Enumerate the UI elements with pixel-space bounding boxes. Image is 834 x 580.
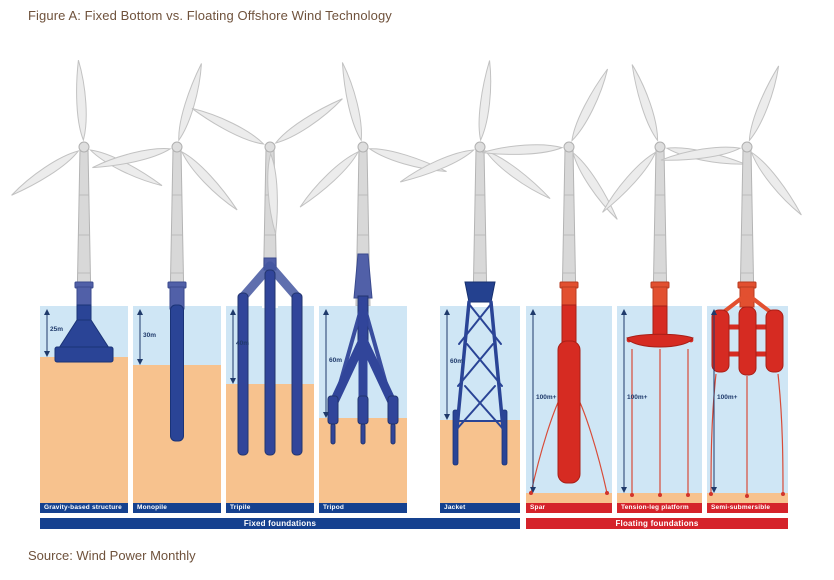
group-bar-fixed: Fixed foundations: [40, 518, 520, 529]
tlp-foundation: [626, 281, 694, 497]
panel-label-tripod: Tripod: [319, 503, 407, 513]
panel-label-tripile: Tripile: [226, 503, 314, 513]
turbine-jacket: [398, 54, 565, 307]
jacket-foundation: [452, 281, 508, 466]
depth-label-gravity: 25m: [50, 326, 64, 333]
panel-label-text: Semi-submersible: [711, 504, 771, 511]
tripile-foundation: [237, 257, 303, 456]
depth-arrows: [44, 309, 717, 493]
depth-label-semisub: 100m+: [717, 394, 738, 401]
turbine-tripile: [185, 33, 385, 307]
figure-title: Figure A: Fixed Bottom vs. Floating Offs…: [28, 8, 392, 23]
panel-label-gravity: Gravity-based structure: [40, 503, 128, 513]
group-bar-floating: Floating foundations: [526, 518, 788, 529]
depth-label-tripile: 40m: [236, 340, 250, 347]
tripod-foundation: [327, 253, 399, 445]
turbine-gravity: [0, 54, 165, 307]
gravity-foundation: [54, 281, 114, 363]
panel-label-text: Tripile: [230, 504, 251, 511]
panel-label-monopile: Monopile: [133, 503, 221, 513]
turbine-monopile: [89, 43, 274, 307]
turbine-spar: [478, 35, 676, 307]
turbine-semisub: [657, 38, 834, 307]
panel-label-text: Gravity-based structure: [44, 504, 122, 511]
panel-label-text: Jacket: [444, 504, 466, 511]
depth-label-tripod: 60m: [329, 357, 343, 364]
panel-label-text: Monopile: [137, 504, 168, 511]
turbine-tlp: [557, 39, 749, 307]
panel-label-tlp: Tension-leg platform: [617, 503, 702, 513]
panel-label-semisub: Semi-submersible: [707, 503, 788, 513]
depth-label-tlp: 100m+: [627, 394, 648, 401]
source-credit: Source: Wind Power Monthly: [28, 548, 196, 563]
depth-label-monopile: 30m: [143, 332, 157, 339]
depth-label-jacket: 60m: [450, 358, 464, 365]
panel-label-text: Tension-leg platform: [621, 504, 689, 511]
panel-label-jacket: Jacket: [440, 503, 520, 513]
monopile-foundation: [167, 281, 187, 442]
turbine-tripod: [265, 43, 450, 307]
depth-label-spar: 100m+: [536, 394, 557, 401]
panel-label-spar: Spar: [526, 503, 612, 513]
panel-label-text: Spar: [530, 504, 546, 511]
panel-label-text: Tripod: [323, 504, 345, 511]
